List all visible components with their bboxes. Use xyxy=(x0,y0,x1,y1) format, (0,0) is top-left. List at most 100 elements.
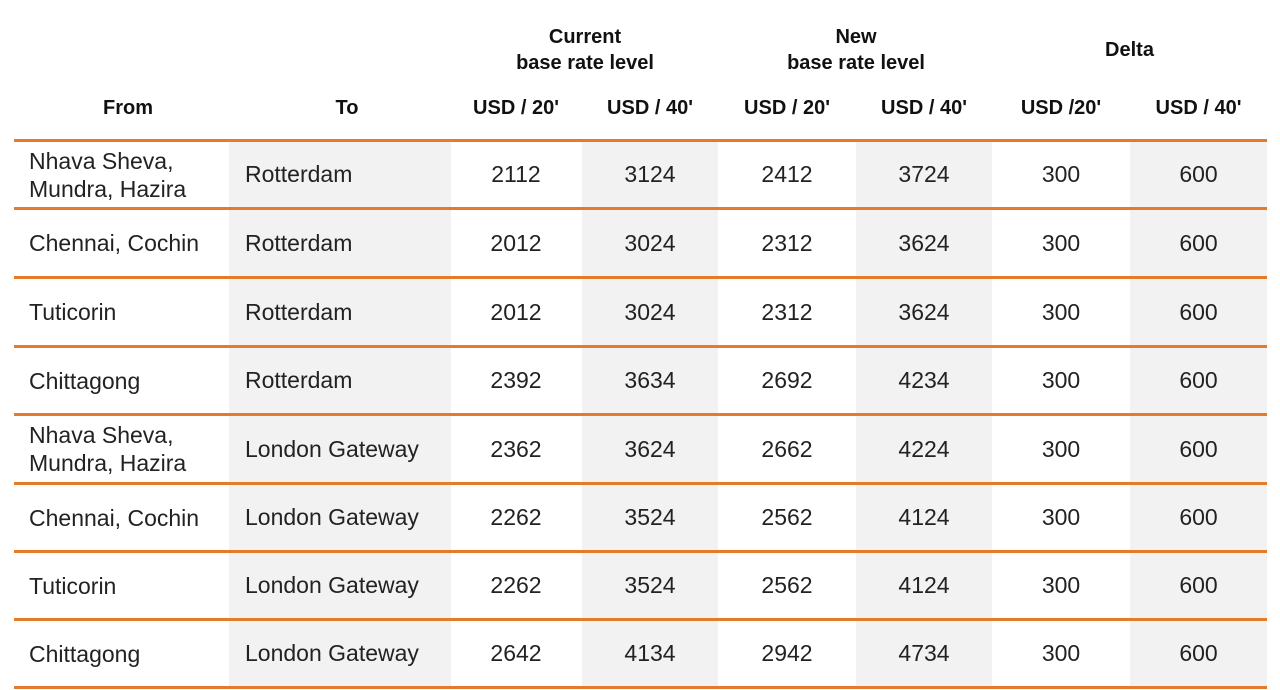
delta-20-cell: 300 xyxy=(1041,229,1081,256)
current-20-cell: 2112 xyxy=(491,161,541,187)
group-header-current-line1: Current xyxy=(548,26,622,48)
table-row: Tuticorin London Gateway 2262 3524 2562 … xyxy=(0,553,1280,618)
table-row: Chittagong London Gateway 2642 4134 2942… xyxy=(0,621,1280,686)
to-cell: London Gateway xyxy=(245,572,419,598)
row-divider xyxy=(14,276,1267,279)
table-row: Tuticorin Rotterdam 2012 3024 2312 3624 … xyxy=(0,279,1280,345)
group-header-new: New base rate level xyxy=(720,24,992,76)
current-40-cell: 3634 xyxy=(624,367,676,393)
from-line: Chennai, Cochin xyxy=(29,504,200,531)
from-line: Nhava Sheva, xyxy=(29,422,174,448)
group-header-delta: Delta xyxy=(992,37,1267,63)
new-40-cell: 4234 xyxy=(898,367,950,393)
new-40-cell: 4124 xyxy=(898,572,950,598)
new-20-cell: 2312 xyxy=(761,229,813,256)
delta-20-cell: 300 xyxy=(1041,298,1081,325)
group-header-current: Current base rate level xyxy=(450,24,720,76)
from-cell: Nhava Sheva, Mundra, Hazira xyxy=(29,142,229,207)
delta-40-cell: 600 xyxy=(1179,161,1218,187)
table-row: Nhava Sheva, Mundra, Hazira Rotterdam 21… xyxy=(0,142,1280,207)
new-20-cell: 2662 xyxy=(761,435,813,462)
new-40-cell: 3724 xyxy=(898,161,950,187)
row-divider xyxy=(14,413,1267,416)
current-20-cell: 2262 xyxy=(490,572,542,598)
current-20-cell: 2642 xyxy=(490,640,542,666)
new-20-cell: 2692 xyxy=(761,367,813,393)
delta-40-cell: 600 xyxy=(1179,367,1218,393)
new-40-cell: 4224 xyxy=(898,435,950,462)
current-40-cell: 3524 xyxy=(624,504,676,530)
from-line: Mundra, Hazira xyxy=(29,450,187,476)
delta-20-cell: 300 xyxy=(1041,504,1081,530)
column-header-current-20: USD / 20' xyxy=(473,97,559,119)
to-cell: Rotterdam xyxy=(245,367,353,393)
table-row: Nhava Sheva, Mundra, Hazira London Gatew… xyxy=(0,416,1280,482)
from-cell: Chittagong xyxy=(29,621,229,686)
group-header-current-line2: base rate level xyxy=(516,52,654,74)
current-20-cell: 2012 xyxy=(490,298,542,325)
delta-20-cell: 300 xyxy=(1041,640,1081,666)
column-header-current-40: USD / 40' xyxy=(607,97,693,119)
delta-20-cell: 300 xyxy=(1041,367,1081,393)
column-header-delta-20: USD /20' xyxy=(1020,97,1102,119)
from-line: Mundra, Hazira xyxy=(29,175,187,202)
group-header-new-line2: base rate level xyxy=(787,52,925,74)
row-divider xyxy=(14,618,1267,621)
table-row: Chennai, Cochin Rotterdam 2012 3024 2312… xyxy=(0,210,1280,276)
delta-40-cell: 600 xyxy=(1179,298,1218,325)
current-20-cell: 2362 xyxy=(490,435,542,462)
column-header-to: To xyxy=(335,97,359,119)
new-20-cell: 2942 xyxy=(761,640,813,666)
current-20-cell: 2012 xyxy=(490,229,542,256)
current-40-cell: 3024 xyxy=(624,298,676,325)
from-line: Chittagong xyxy=(29,367,141,394)
new-20-cell: 2312 xyxy=(761,298,813,325)
new-40-cell: 3624 xyxy=(898,229,950,256)
from-line: Tuticorin xyxy=(29,572,117,599)
delta-20-cell: 300 xyxy=(1041,572,1081,598)
row-divider xyxy=(14,139,1267,142)
delta-20-cell: 300 xyxy=(1041,161,1081,187)
from-line: Chittagong xyxy=(29,640,141,667)
current-20-cell: 2392 xyxy=(490,367,542,393)
from-line: Chennai, Cochin xyxy=(29,230,200,256)
new-20-cell: 2562 xyxy=(761,504,813,530)
to-cell: Rotterdam xyxy=(245,229,353,256)
delta-40-cell: 600 xyxy=(1179,640,1218,666)
new-40-cell: 3624 xyxy=(898,298,950,325)
current-40-cell: 3024 xyxy=(624,229,676,256)
new-40-cell: 4734 xyxy=(898,640,950,666)
to-cell: Rotterdam xyxy=(245,161,353,187)
new-20-cell: 2562 xyxy=(761,572,813,598)
row-divider xyxy=(14,207,1267,210)
new-20-cell: 2412 xyxy=(761,161,813,187)
delta-40-cell: 600 xyxy=(1179,504,1218,530)
from-line: Nhava Sheva, xyxy=(29,147,174,174)
current-40-cell: 4134 xyxy=(624,640,676,666)
current-40-cell: 3624 xyxy=(624,435,676,462)
row-divider xyxy=(14,686,1267,689)
table-row: Chennai, Cochin London Gateway 2262 3524… xyxy=(0,485,1280,550)
column-header-delta-40: USD / 40' xyxy=(1155,97,1242,119)
table-row: Chittagong Rotterdam 2392 3634 2692 4234… xyxy=(0,348,1280,413)
from-cell: Chennai, Cochin xyxy=(29,210,229,276)
delta-40-cell: 600 xyxy=(1179,435,1218,462)
delta-40-cell: 600 xyxy=(1179,572,1218,598)
delta-20-cell: 300 xyxy=(1041,435,1081,462)
group-header-new-line1: New xyxy=(835,26,877,48)
column-header-new-20: USD / 20' xyxy=(744,97,830,119)
current-40-cell: 3124 xyxy=(624,161,676,187)
to-cell: London Gateway xyxy=(245,640,419,666)
group-header-delta-line1: Delta xyxy=(1105,39,1154,61)
to-cell: London Gateway xyxy=(245,435,419,462)
from-cell: Tuticorin xyxy=(29,279,229,345)
delta-40-cell: 600 xyxy=(1179,229,1218,256)
from-cell: Chittagong xyxy=(29,348,229,413)
from-cell: Nhava Sheva, Mundra, Hazira xyxy=(29,416,229,482)
from-line: Tuticorin xyxy=(29,299,117,325)
from-cell: Tuticorin xyxy=(29,553,229,618)
from-cell: Chennai, Cochin xyxy=(29,485,229,550)
column-header-from: From xyxy=(103,97,153,119)
new-40-cell: 4124 xyxy=(898,504,950,530)
